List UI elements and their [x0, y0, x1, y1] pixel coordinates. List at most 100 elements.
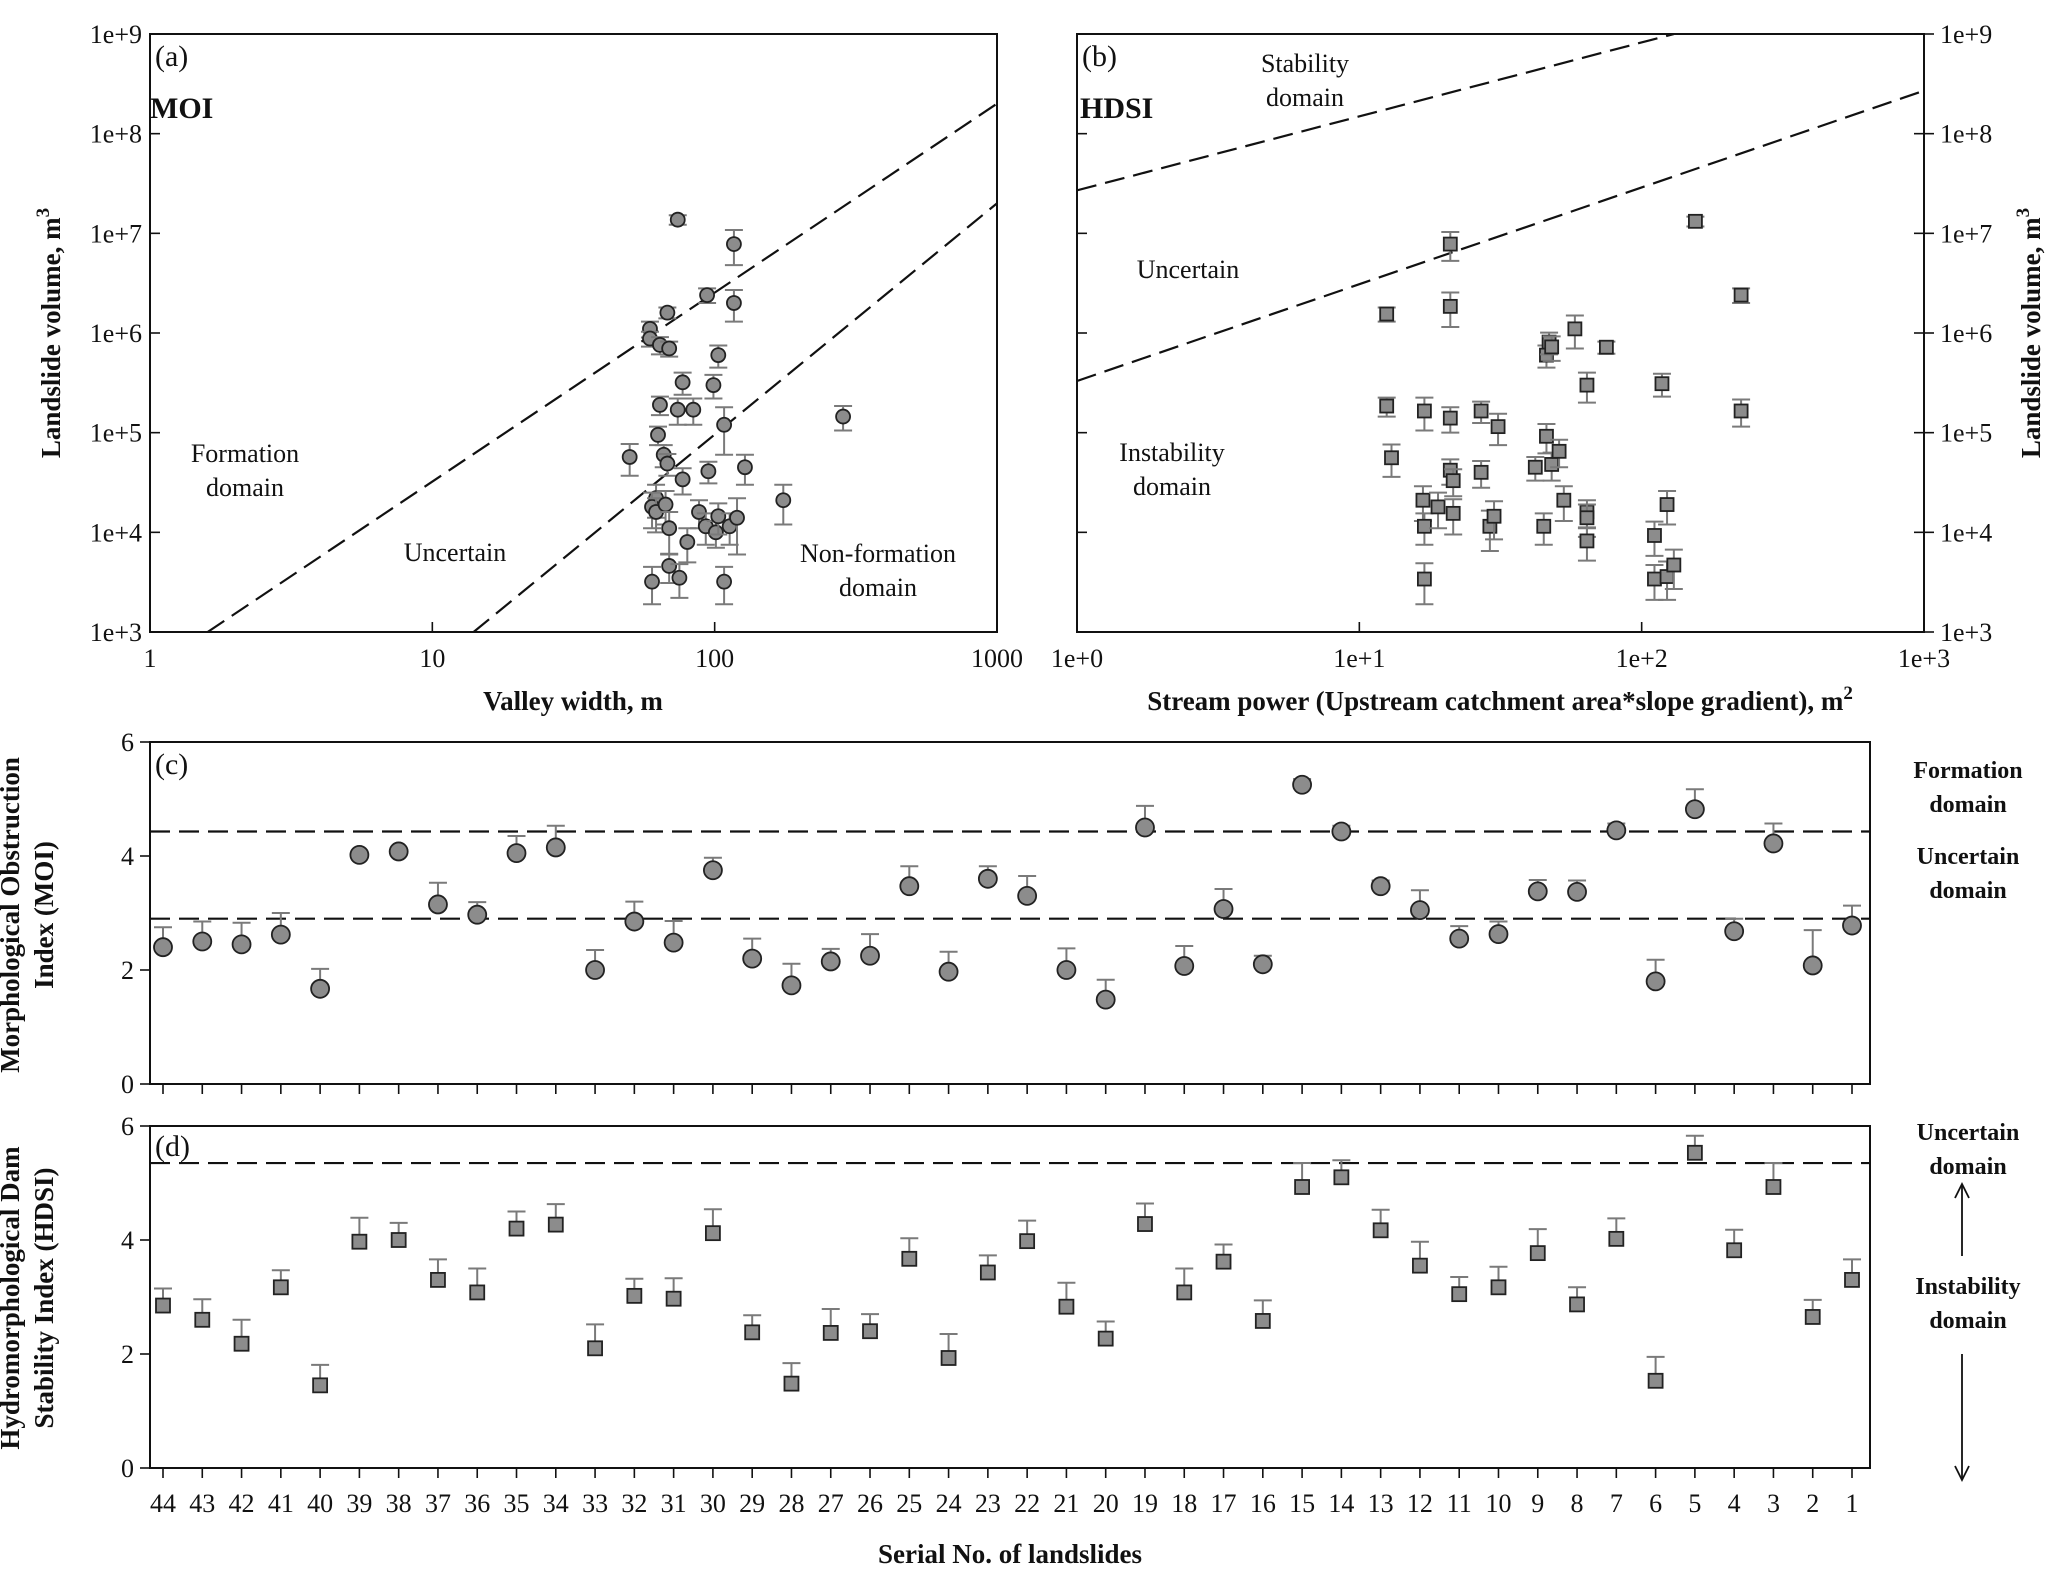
- data-point: [659, 455, 676, 472]
- data-point: [1213, 899, 1234, 919]
- data-point: [1019, 1233, 1036, 1250]
- data-point: [1449, 928, 1470, 949]
- data-point: [729, 509, 745, 526]
- data-point: [508, 1220, 525, 1237]
- data-point: [1567, 882, 1587, 902]
- data-point: [1579, 510, 1595, 526]
- x-tick-label: 37: [425, 1489, 451, 1518]
- data-point: [349, 844, 370, 865]
- panel-c-thresholds: [150, 830, 1870, 920]
- panel-d-label: (d): [155, 1130, 190, 1163]
- x-tick-label: 1: [144, 644, 157, 673]
- y-tick-label: 1e+8: [1940, 120, 1992, 149]
- y-tick-label: 1e+4: [1940, 518, 1992, 547]
- panel-a-region-nonformation-line: domain: [839, 573, 917, 602]
- x-tick-label: 13: [1368, 1489, 1394, 1518]
- data-point: [1804, 1309, 1821, 1325]
- x-tick-label: 6: [1649, 1489, 1662, 1518]
- data-point: [1844, 1272, 1860, 1288]
- data-point: [1056, 960, 1077, 980]
- data-point: [1486, 508, 1502, 524]
- panel-b-index-label: HDSI: [1080, 92, 1153, 125]
- y-tick-label: 1e+9: [1940, 20, 1992, 49]
- panel-a-region-formation-line: domain: [206, 473, 284, 502]
- x-tick-label: 1: [1846, 1489, 1859, 1518]
- x-tick-label: 31: [661, 1489, 687, 1518]
- data-point: [1659, 497, 1675, 512]
- data-point: [1445, 473, 1461, 489]
- x-tick-label: 11: [1447, 1489, 1472, 1518]
- data-point: [669, 401, 686, 418]
- data-point: [1724, 921, 1745, 942]
- x-tick-label: 4: [1728, 1489, 1741, 1518]
- data-point: [469, 1284, 486, 1301]
- data-point: [1137, 1216, 1153, 1232]
- data-point: [1490, 419, 1506, 435]
- data-point: [707, 524, 724, 541]
- panel-b-boundaries: [1077, 34, 1924, 383]
- y-tick-label: 2: [121, 1340, 134, 1369]
- panel-b-region-uncertain: Uncertain: [1137, 255, 1240, 284]
- panel-b-region-stability-line: Stability: [1261, 49, 1349, 78]
- y-tick-label: 1e+4: [90, 518, 142, 547]
- y-tick-label: 1e+9: [90, 20, 142, 49]
- data-point: [1445, 505, 1461, 521]
- x-tick-label: 21: [1053, 1489, 1079, 1518]
- data-point: [679, 534, 696, 550]
- x-tick-label: 27: [818, 1489, 844, 1518]
- data-point: [1527, 459, 1543, 475]
- data-point: [1802, 955, 1823, 976]
- x-tick-label: 23: [975, 1489, 1001, 1518]
- panel-a-region-formation: Formation domain: [191, 439, 299, 502]
- data-point: [661, 558, 678, 574]
- data-point: [1451, 1286, 1468, 1303]
- data-point: [428, 894, 448, 915]
- x-tick-label: 25: [896, 1489, 922, 1518]
- panel-d-arrow-down-head: [1954, 1465, 1970, 1483]
- data-point: [1647, 528, 1662, 543]
- data-point: [699, 287, 715, 304]
- panel-b-frame: [1076, 33, 1925, 633]
- panel-d-uncertain-domain-label-line: domain: [1929, 1154, 2006, 1180]
- data-point: [710, 347, 727, 364]
- data-point: [835, 408, 851, 425]
- x-tick-label: 39: [346, 1489, 372, 1518]
- data-point: [1647, 1372, 1664, 1389]
- data-point: [977, 868, 998, 889]
- data-point: [674, 471, 691, 488]
- data-point: [270, 924, 291, 945]
- panel-b-points: [1377, 213, 1751, 606]
- data-point: [1412, 1257, 1428, 1274]
- panel-d-uncertain-domain-label: Uncertain domain: [1917, 1120, 2020, 1180]
- data-point: [272, 1279, 289, 1296]
- data-point: [1544, 339, 1560, 355]
- y-tick-label: 6: [121, 1112, 134, 1141]
- panel-d-instability-domain-label-line: Instability: [1915, 1274, 2020, 1300]
- panel-a-index-label: MOI: [150, 92, 213, 125]
- panel-d-frame: [149, 1125, 1871, 1469]
- y-tick-label: 0: [121, 1070, 134, 1099]
- data-point: [192, 931, 213, 952]
- x-tick-label: 10: [419, 644, 445, 673]
- x-tick-label: 17: [1211, 1489, 1237, 1518]
- y-tick-label: 1e+6: [90, 319, 142, 348]
- data-point: [1567, 321, 1583, 337]
- panel-a: 1 10 100 1000 1e+3 1e+4 1e+5 1e+6 1e+7 1e+8 1e+9 (…: [33, 20, 1023, 716]
- panel-a-region-formation-line: Formation: [191, 439, 299, 468]
- data-point: [1416, 571, 1432, 587]
- data-point: [899, 876, 920, 897]
- domain-boundary-line: [1077, 34, 1675, 192]
- panel-b-region-stability-line: domain: [1266, 83, 1344, 112]
- x-tick-label: 38: [386, 1489, 412, 1518]
- y-tick-label: 4: [121, 1226, 134, 1255]
- panel-c-formation-domain-label: Formation domain: [1913, 758, 2022, 818]
- data-point: [650, 426, 666, 443]
- data-point: [1372, 1222, 1389, 1239]
- data-point: [506, 843, 527, 864]
- data-point: [1608, 1230, 1625, 1247]
- x-tick-label: 3: [1767, 1489, 1780, 1518]
- data-point: [671, 569, 688, 586]
- panel-b-y-axis-title: Landslide volume, m3: [2013, 208, 2046, 458]
- y-tick-label: 1e+7: [90, 219, 142, 248]
